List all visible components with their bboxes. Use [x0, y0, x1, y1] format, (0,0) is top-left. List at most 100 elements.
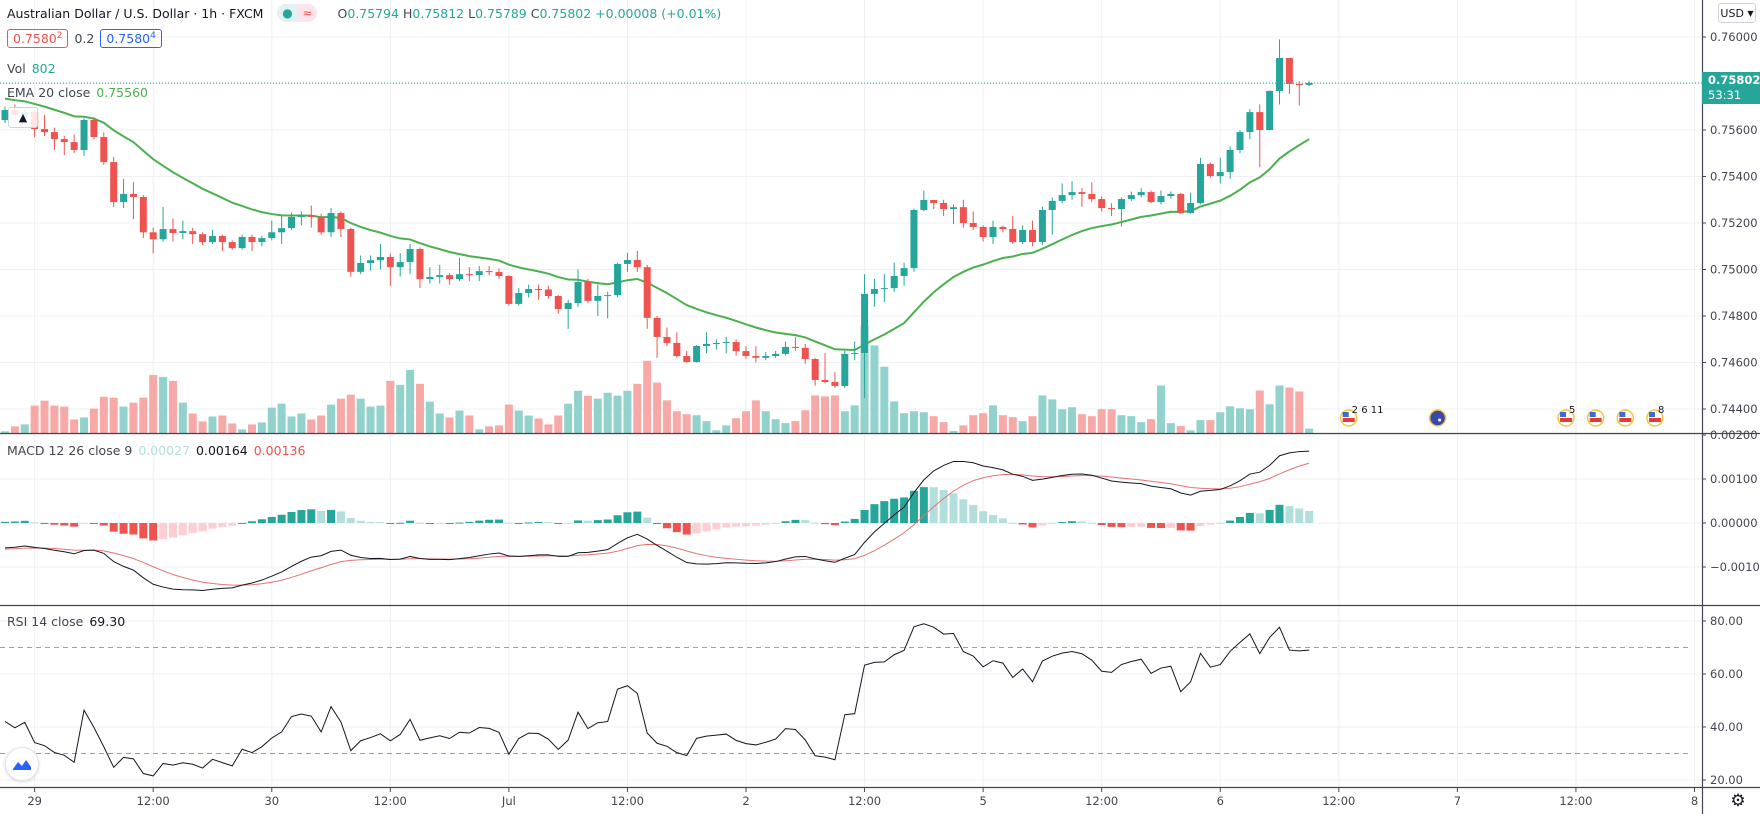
- candle[interactable]: [110, 156, 118, 207]
- candle[interactable]: [1098, 196, 1106, 212]
- candle[interactable]: [693, 345, 701, 363]
- candle[interactable]: [396, 253, 404, 277]
- candle[interactable]: [258, 235, 266, 247]
- candle[interactable]: [831, 371, 839, 389]
- economic-event-us[interactable]: 8: [1646, 405, 1664, 427]
- candle[interactable]: [1147, 190, 1155, 204]
- candle[interactable]: [1088, 182, 1096, 203]
- candle[interactable]: [1137, 188, 1145, 198]
- candle[interactable]: [969, 211, 977, 230]
- candle[interactable]: [940, 199, 948, 217]
- candle[interactable]: [1246, 109, 1254, 140]
- candle[interactable]: [416, 247, 424, 289]
- candle[interactable]: [288, 212, 296, 230]
- candle[interactable]: [762, 352, 770, 361]
- candle[interactable]: [41, 114, 49, 137]
- candle[interactable]: [811, 357, 819, 386]
- candle[interactable]: [475, 266, 483, 282]
- candle[interactable]: [673, 332, 681, 358]
- candle[interactable]: [1295, 81, 1303, 106]
- candle[interactable]: [139, 195, 147, 239]
- candle[interactable]: [861, 274, 869, 399]
- candle[interactable]: [574, 269, 582, 307]
- candle[interactable]: [1029, 220, 1037, 247]
- candle[interactable]: [752, 346, 760, 363]
- candle[interactable]: [80, 118, 88, 157]
- candle[interactable]: [890, 262, 898, 292]
- candle[interactable]: [515, 288, 523, 306]
- candle[interactable]: [129, 182, 137, 220]
- candle[interactable]: [367, 255, 375, 271]
- ema-legend[interactable]: EMA 20 close 0.75560: [7, 85, 148, 100]
- candle[interactable]: [317, 213, 325, 235]
- candle[interactable]: [989, 220, 997, 244]
- candle[interactable]: [1068, 181, 1076, 200]
- candle[interactable]: [1, 106, 9, 124]
- candle[interactable]: [60, 135, 68, 156]
- buy-button[interactable]: 0.75804: [100, 29, 162, 49]
- candle[interactable]: [307, 205, 315, 228]
- candle[interactable]: [169, 218, 177, 242]
- candle[interactable]: [1177, 192, 1185, 214]
- candle[interactable]: [50, 127, 58, 150]
- candle[interactable]: [455, 257, 463, 282]
- volume-legend[interactable]: Vol 802: [7, 61, 56, 76]
- candle[interactable]: [426, 267, 434, 284]
- candle[interactable]: [1305, 80, 1313, 87]
- candle[interactable]: [772, 350, 780, 358]
- candle[interactable]: [722, 336, 730, 354]
- candle[interactable]: [1216, 157, 1224, 184]
- candle[interactable]: [594, 284, 602, 316]
- candle[interactable]: [376, 243, 384, 270]
- candle[interactable]: [218, 234, 226, 251]
- candle[interactable]: [278, 216, 286, 244]
- candle[interactable]: [446, 272, 454, 285]
- candle[interactable]: [702, 332, 710, 354]
- candle[interactable]: [465, 267, 473, 282]
- candle[interactable]: [485, 266, 493, 276]
- candle[interactable]: [100, 132, 108, 165]
- candle[interactable]: [870, 278, 878, 307]
- candle[interactable]: [238, 234, 246, 250]
- candle[interactable]: [841, 350, 849, 389]
- candle[interactable]: [199, 232, 207, 246]
- candle[interactable]: [979, 225, 987, 242]
- candle[interactable]: [1266, 90, 1274, 130]
- candle[interactable]: [851, 341, 859, 361]
- candle[interactable]: [1058, 183, 1066, 204]
- candle[interactable]: [604, 291, 612, 319]
- candle[interactable]: [821, 353, 829, 384]
- candle[interactable]: [1236, 130, 1244, 154]
- candle[interactable]: [949, 204, 957, 225]
- candle[interactable]: [544, 285, 552, 299]
- candle[interactable]: [179, 220, 187, 240]
- economic-event-us[interactable]: 2 6 11: [1339, 405, 1384, 427]
- candle[interactable]: [1157, 190, 1165, 205]
- candle[interactable]: [1078, 188, 1086, 207]
- candle[interactable]: [643, 264, 651, 329]
- candle[interactable]: [505, 275, 513, 306]
- candle[interactable]: [1187, 192, 1195, 214]
- candle[interactable]: [959, 199, 967, 228]
- macd-legend[interactable]: MACD 12 26 close 9 0.00027 0.00164 0.001…: [7, 443, 306, 458]
- candle[interactable]: [742, 346, 750, 360]
- candle[interactable]: [1206, 162, 1214, 178]
- candle[interactable]: [525, 284, 533, 298]
- candle[interactable]: [495, 268, 503, 279]
- candle[interactable]: [999, 225, 1007, 233]
- candle[interactable]: [623, 252, 631, 272]
- candle[interactable]: [406, 243, 414, 275]
- candle[interactable]: [535, 284, 543, 300]
- candle[interactable]: [228, 240, 236, 250]
- collapse-legend-button[interactable]: ▲: [8, 107, 38, 128]
- symbol-title[interactable]: Australian Dollar / U.S. Dollar · 1h · F…: [7, 5, 264, 21]
- candle[interactable]: [1108, 203, 1116, 217]
- candle[interactable]: [1285, 57, 1293, 94]
- candle[interactable]: [1048, 197, 1056, 235]
- candle[interactable]: [1117, 197, 1125, 227]
- candle[interactable]: [584, 278, 592, 304]
- candle[interactable]: [712, 339, 720, 350]
- economic-event-us[interactable]: [1586, 409, 1605, 427]
- candle[interactable]: [910, 208, 918, 272]
